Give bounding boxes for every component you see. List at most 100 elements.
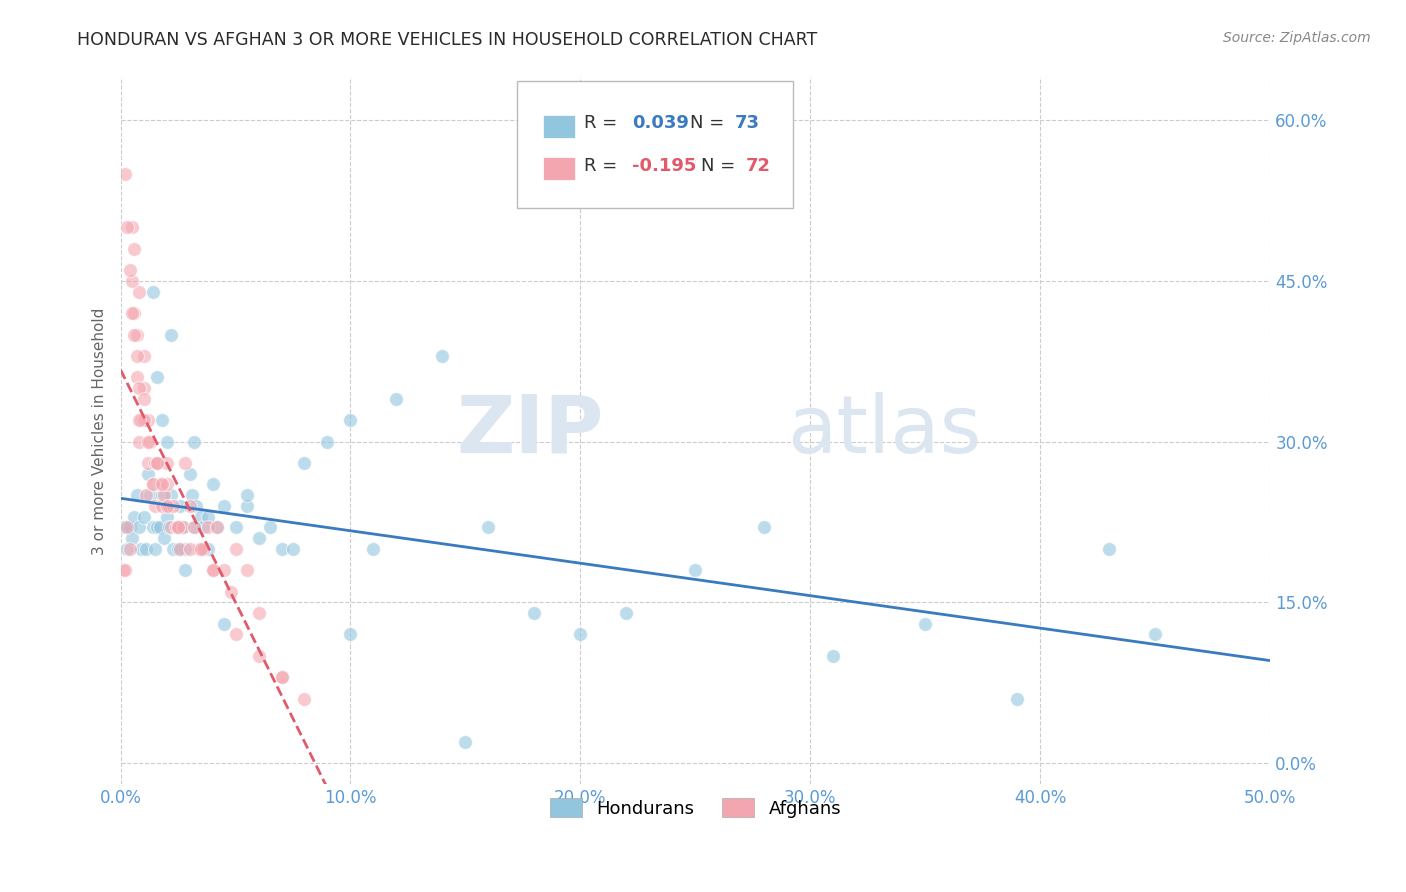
Point xyxy=(132,392,155,406)
Point xyxy=(128,285,150,299)
Point xyxy=(118,520,141,534)
Point xyxy=(128,520,150,534)
Text: 72: 72 xyxy=(747,157,770,175)
Point xyxy=(183,520,205,534)
Point xyxy=(197,541,219,556)
Point xyxy=(150,499,173,513)
Text: ZIP: ZIP xyxy=(456,392,603,470)
Point xyxy=(150,413,173,427)
Point xyxy=(121,306,143,320)
Point xyxy=(823,648,845,663)
Point xyxy=(167,520,190,534)
Point xyxy=(136,467,159,481)
Point xyxy=(132,349,155,363)
Point xyxy=(270,670,292,684)
Point xyxy=(153,531,176,545)
Point xyxy=(212,499,235,513)
Point xyxy=(125,349,148,363)
Point xyxy=(914,616,936,631)
Point xyxy=(129,541,152,556)
Point xyxy=(477,520,499,534)
Point xyxy=(155,509,177,524)
Point xyxy=(197,509,219,524)
Point xyxy=(523,606,546,620)
Point xyxy=(179,499,201,513)
Point xyxy=(225,520,247,534)
Point xyxy=(142,477,165,491)
Point xyxy=(146,456,169,470)
Point xyxy=(205,520,228,534)
Point xyxy=(160,327,183,342)
Point xyxy=(174,456,197,470)
Point xyxy=(111,563,134,577)
Point xyxy=(183,434,205,449)
Point xyxy=(146,456,169,470)
Text: atlas: atlas xyxy=(787,392,981,470)
Point xyxy=(149,520,172,534)
Point xyxy=(149,477,172,491)
Point xyxy=(754,520,776,534)
Point xyxy=(432,349,454,363)
Point xyxy=(186,499,208,513)
Point xyxy=(1144,627,1167,641)
Point xyxy=(114,167,136,181)
Point xyxy=(155,499,177,513)
Point xyxy=(1007,691,1029,706)
Point xyxy=(132,413,155,427)
Point xyxy=(124,242,146,256)
Point xyxy=(172,520,194,534)
Point xyxy=(385,392,408,406)
Point xyxy=(270,541,292,556)
Text: 0.039: 0.039 xyxy=(633,114,689,132)
Text: Source: ZipAtlas.com: Source: ZipAtlas.com xyxy=(1223,31,1371,45)
Point xyxy=(132,381,155,395)
Point xyxy=(143,456,166,470)
Point xyxy=(616,606,638,620)
Point xyxy=(212,616,235,631)
Text: -0.195: -0.195 xyxy=(633,157,696,175)
Point xyxy=(125,370,148,384)
Point xyxy=(128,381,150,395)
Point xyxy=(212,563,235,577)
Point xyxy=(236,488,259,502)
Point xyxy=(201,563,224,577)
Point xyxy=(247,648,270,663)
Point xyxy=(142,285,165,299)
Point xyxy=(155,477,177,491)
Point xyxy=(142,477,165,491)
Point xyxy=(180,488,202,502)
Point xyxy=(174,541,197,556)
Point xyxy=(135,541,157,556)
Legend: Hondurans, Afghans: Hondurans, Afghans xyxy=(543,791,848,825)
Point xyxy=(155,456,177,470)
Point xyxy=(247,606,270,620)
Point xyxy=(118,541,141,556)
Point xyxy=(193,520,215,534)
Point xyxy=(193,541,215,556)
Point xyxy=(339,627,361,641)
Point xyxy=(135,488,157,502)
Point xyxy=(162,541,184,556)
Point xyxy=(111,520,134,534)
Point xyxy=(136,413,159,427)
Point xyxy=(129,413,152,427)
Point xyxy=(139,434,162,449)
Point xyxy=(153,488,176,502)
Point xyxy=(155,434,177,449)
Point xyxy=(139,488,162,502)
Point xyxy=(179,467,201,481)
Point xyxy=(201,477,224,491)
Point xyxy=(146,370,169,384)
Point xyxy=(117,541,139,556)
Point xyxy=(685,563,707,577)
Point xyxy=(114,563,136,577)
Point xyxy=(128,413,150,427)
Point xyxy=(132,509,155,524)
Point xyxy=(118,263,141,277)
Point xyxy=(128,434,150,449)
Point xyxy=(142,520,165,534)
Point xyxy=(363,541,385,556)
Point xyxy=(143,499,166,513)
Point xyxy=(121,531,143,545)
Point xyxy=(247,531,270,545)
